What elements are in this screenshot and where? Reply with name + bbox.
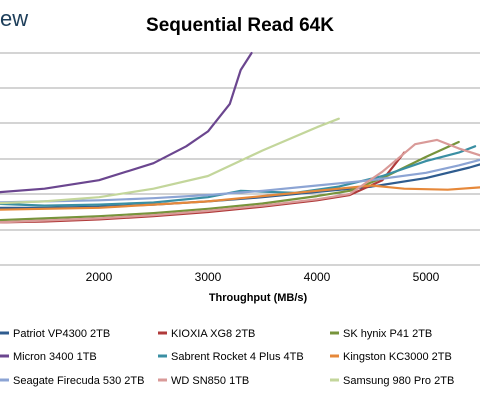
- legend-label: Micron 3400 1TB: [13, 351, 97, 363]
- legend-label: WD SN850 1TB: [171, 375, 249, 387]
- x-tick-label: 4000: [304, 270, 331, 284]
- x-tick-label: 5000: [413, 270, 440, 284]
- legend: Patriot VP4300 2TB KIOXIA XG8 2TB SK hynix…: [0, 328, 454, 387]
- series-line-9: [0, 117, 340, 205]
- series-line-7: [0, 158, 480, 204]
- legend-label: SK hynix P41 2TB: [343, 328, 432, 340]
- series-line-4: [0, 51, 253, 194]
- legend-label: Seagate Firecuda 530 2TB: [13, 375, 144, 387]
- series-line-5: [0, 145, 477, 207]
- legend-label: Kingston KC3000 2TB: [343, 351, 452, 363]
- chart-title: Sequential Read 64K: [146, 15, 334, 36]
- legend-label: Samsung 980 Pro 2TB: [343, 375, 454, 387]
- series-line-6: [0, 184, 480, 211]
- series-lines: [0, 51, 480, 224]
- x-tick-label: 2000: [86, 270, 113, 284]
- x-tick-labels: 2000 3000 4000 5000: [86, 270, 440, 284]
- legend-label: Patriot VP4300 2TB: [13, 328, 110, 340]
- x-axis-title: Throughput (MB/s): [209, 292, 308, 304]
- series-line-8: [0, 138, 480, 224]
- watermark-logo: ew: [0, 6, 28, 31]
- x-tick-label: 3000: [195, 270, 222, 284]
- gridlines: [0, 52, 480, 266]
- legend-label: KIOXIA XG8 2TB: [171, 328, 255, 340]
- legend-label: Sabrent Rocket 4 Plus 4TB: [171, 351, 304, 363]
